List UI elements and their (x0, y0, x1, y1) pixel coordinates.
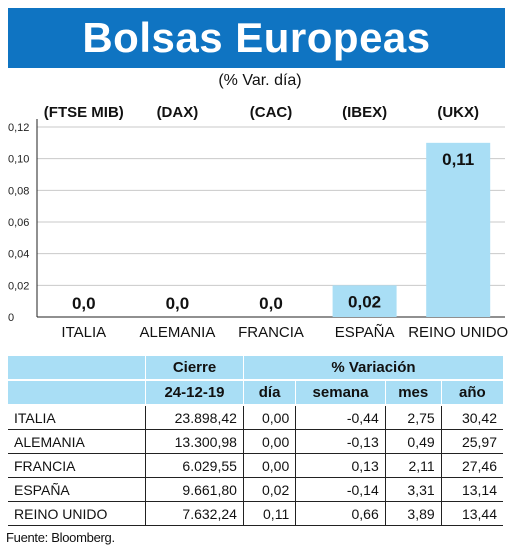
y-tick-label: 0 (8, 312, 14, 324)
header-variacion: % Variación (242, 356, 503, 381)
table-row: ITALIA 23.898,42 0,00 -0,44 2,75 30,42 (8, 405, 503, 430)
row-mes: 0,49 (384, 429, 442, 454)
header-blank-2 (8, 380, 146, 406)
row-semana: -0,14 (295, 477, 386, 502)
row-name: REINO UNIDO (8, 501, 146, 526)
data-label: 0,02 (348, 292, 381, 311)
y-tick-label: 0,02 (8, 280, 29, 292)
row-semana: 0,66 (295, 501, 386, 526)
row-cierre: 13.300,98 (145, 429, 244, 454)
row-semana: 0,13 (295, 453, 386, 478)
row-name: ALEMANIA (8, 429, 146, 454)
row-dia: 0,02 (242, 477, 296, 502)
index-label: (CAC) (250, 104, 293, 121)
row-cierre: 23.898,42 (145, 405, 244, 430)
y-tick-label: 0,04 (8, 249, 29, 261)
y-tick-label: 0,12 (8, 122, 29, 134)
y-tick-label: 0,10 (8, 154, 29, 166)
row-dia: 0,00 (242, 405, 296, 430)
data-label: 0,11 (442, 150, 474, 169)
index-label: (FTSE MIB) (44, 104, 124, 121)
header-mes: mes (384, 380, 442, 406)
chart-subtitle: (% Var. día) (218, 72, 302, 89)
row-cierre: 9.661,80 (145, 477, 244, 502)
bar (426, 142, 491, 317)
row-mes: 3,31 (384, 477, 442, 502)
row-mes: 3,89 (384, 501, 442, 526)
header-dia: día (242, 380, 296, 406)
row-cierre: 7.632,24 (145, 501, 244, 526)
category-label: ITALIA (61, 324, 106, 341)
title-banner: Bolsas Europeas (8, 8, 505, 68)
row-dia: 0,00 (242, 429, 296, 454)
category-label: ESPAÑA (335, 324, 395, 341)
table-row: FRANCIA 6.029,55 0,00 0,13 2,11 27,46 (8, 453, 503, 478)
table-row: ALEMANIA 13.300,98 0,00 -0,13 0,49 25,97 (8, 429, 503, 454)
header-semana: semana (295, 380, 386, 406)
table-row: REINO UNIDO 7.632,24 0,11 0,66 3,89 13,4… (8, 501, 503, 526)
row-semana: -0,44 (295, 405, 386, 430)
row-ano: 30,42 (440, 405, 503, 430)
y-tick-label: 0,08 (8, 185, 29, 197)
row-name: ESPAÑA (8, 477, 146, 502)
bar-chart: 0 0,02 0,04 0,06 0,08 0,10 0,12 (FTSE MIB) 0,0 IT… (0, 95, 520, 347)
category-label: ALEMANIA (139, 324, 215, 341)
row-mes: 2,11 (384, 453, 442, 478)
data-label: 0,0 (72, 294, 96, 313)
table-header-row-1: Cierre % Variación (8, 356, 503, 381)
index-label: (UKX) (437, 104, 479, 121)
category-label: FRANCIA (238, 324, 304, 341)
bar (332, 285, 397, 317)
header-blank (8, 356, 146, 381)
row-mes: 2,75 (384, 405, 442, 430)
header-ano: año (440, 380, 503, 406)
row-ano: 13,14 (440, 477, 503, 502)
index-label: (IBEX) (342, 104, 387, 121)
row-ano: 13,44 (440, 501, 503, 526)
row-dia: 0,00 (242, 453, 296, 478)
row-name: FRANCIA (8, 453, 146, 478)
row-semana: -0,13 (295, 429, 386, 454)
header-cierre: Cierre (145, 356, 244, 381)
row-ano: 25,97 (440, 429, 503, 454)
source-note: Fuente: Bloomberg. (6, 530, 115, 545)
row-ano: 27,46 (440, 453, 503, 478)
index-label: (DAX) (157, 104, 199, 121)
table-header-row-2: 24-12-19 día semana mes año (8, 380, 503, 406)
y-tick-label: 0,06 (8, 217, 29, 229)
row-name: ITALIA (8, 405, 146, 430)
bar-chart-svg: 0 0,02 0,04 0,06 0,08 0,10 0,12 (FTSE MIB) 0,0 IT… (8, 104, 508, 341)
data-label: 0,0 (166, 294, 190, 313)
header-date: 24-12-19 (145, 380, 244, 406)
closing-table: Cierre % Variación 24-12-19 día semana m… (8, 356, 503, 526)
data-label: 0,0 (259, 294, 283, 313)
row-dia: 0,11 (242, 501, 296, 526)
row-cierre: 6.029,55 (145, 453, 244, 478)
category-label: REINO UNIDO (408, 324, 508, 341)
table-row: ESPAÑA 9.661,80 0,02 -0,14 3,31 13,14 (8, 477, 503, 502)
